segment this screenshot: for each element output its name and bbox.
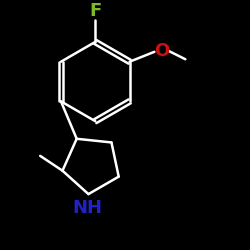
Text: NH: NH <box>72 199 102 217</box>
Text: F: F <box>89 2 102 20</box>
Text: O: O <box>154 42 169 60</box>
